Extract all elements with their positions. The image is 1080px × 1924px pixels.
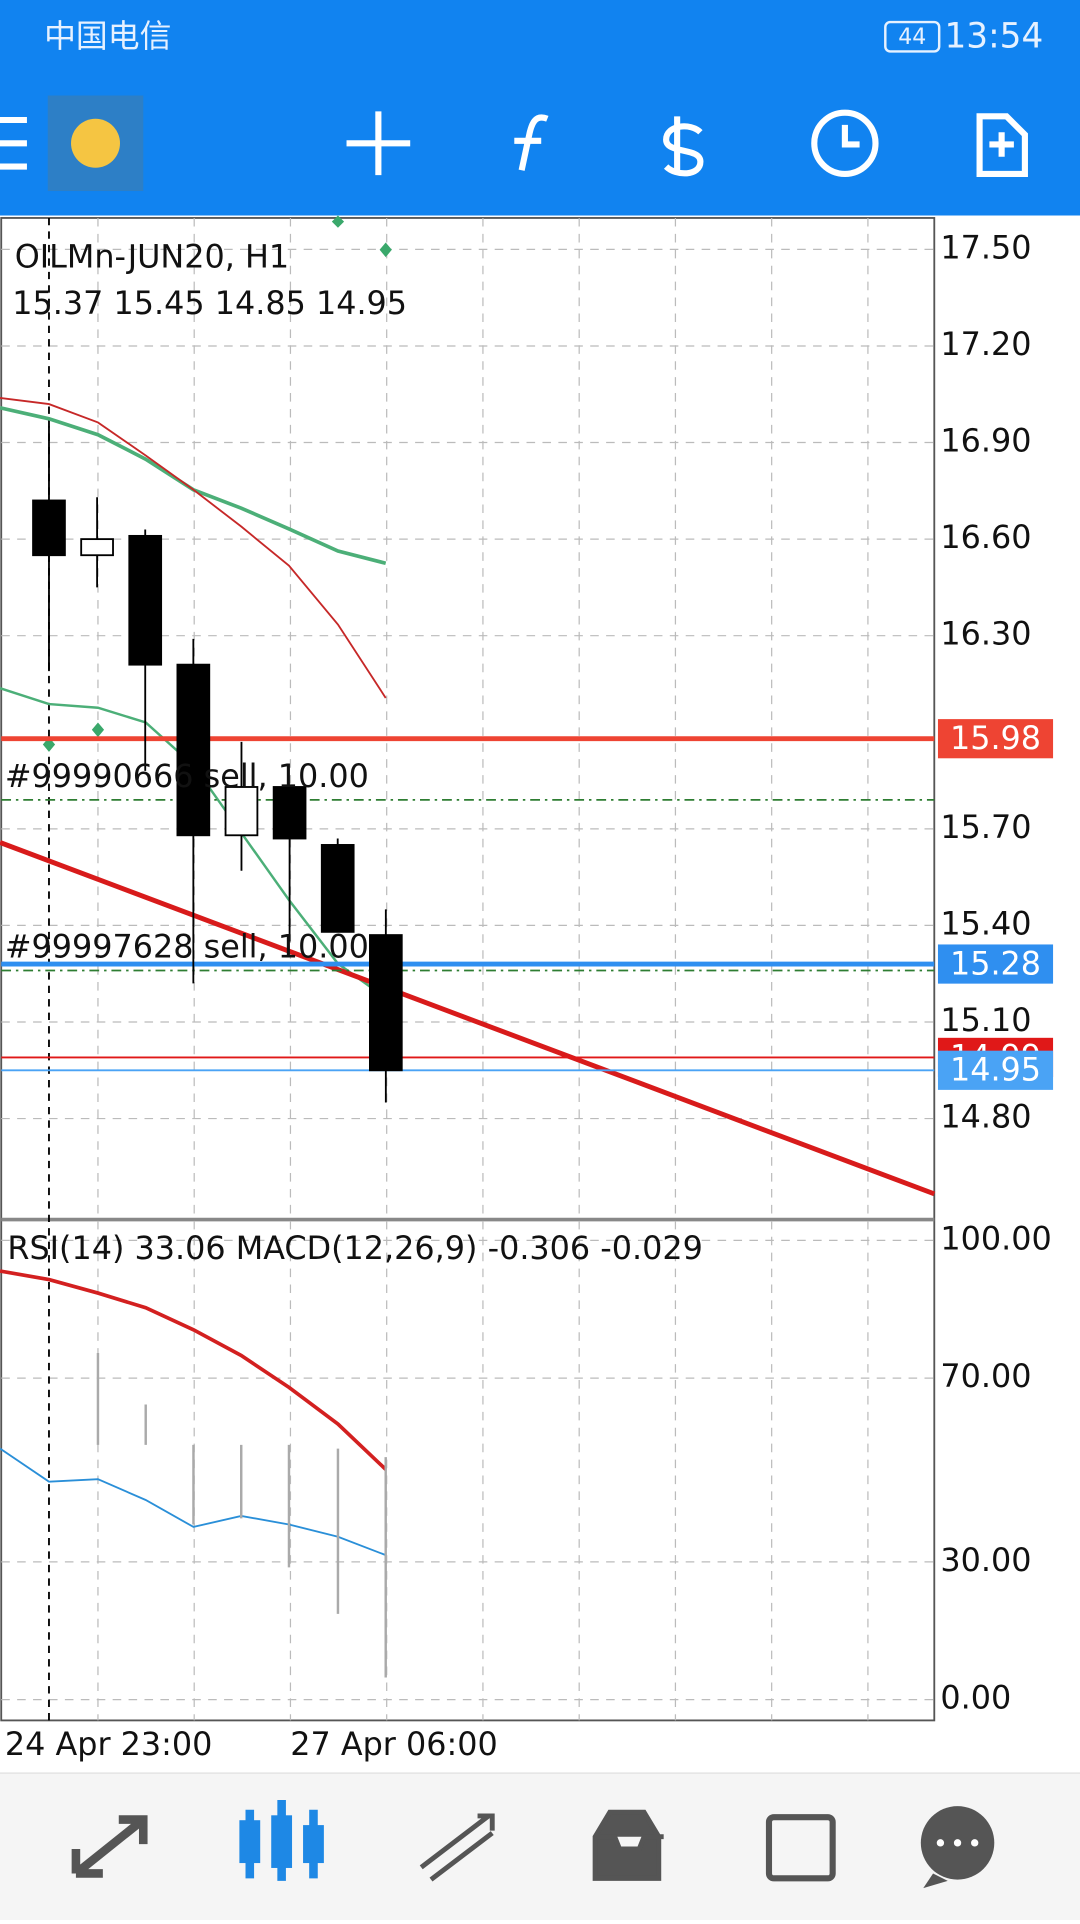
price-tag: [937, 719, 1054, 759]
order-label: #99990666 sell, 10.00: [5, 757, 369, 795]
price-tag: [937, 1050, 1054, 1090]
trade-tab[interactable]: [419, 1813, 495, 1882]
candle-body: [224, 786, 259, 837]
chart-tab[interactable]: [239, 1800, 324, 1881]
history-tab[interactable]: [592, 1809, 664, 1881]
logo-mark: [71, 118, 120, 168]
y-tick-label: 70.00: [940, 1357, 1031, 1395]
y-tick-label: 17.20: [940, 325, 1031, 363]
crosshair-button[interactable]: [346, 111, 411, 176]
clock: 13:54: [945, 16, 1044, 56]
y-tick-label: 16.30: [940, 615, 1031, 653]
bottom-nav: [0, 1773, 1080, 1920]
battery-level: 44: [898, 25, 926, 50]
quotes-tab[interactable]: [71, 1815, 148, 1878]
order-label: #99997628 sell, 10.00: [5, 927, 369, 965]
candle-body: [320, 844, 355, 933]
y-tick-label: 100.00: [940, 1219, 1051, 1257]
y-tick-label: 15.70: [940, 808, 1031, 846]
chart-frame: [0, 217, 936, 1722]
chat-dot: [936, 1839, 945, 1847]
trade-button[interactable]: [663, 116, 704, 177]
y-tick-label: 30.00: [940, 1541, 1031, 1579]
chat-tail: [923, 1873, 948, 1889]
rsi-line: [0, 1447, 387, 1556]
y-tick-label: 0.00: [940, 1679, 1011, 1717]
ohlc-label: 15.37 15.45 14.85 14.95: [12, 284, 407, 322]
price-tag-label: 15.28: [950, 944, 1041, 982]
y-tick-label: 15.10: [940, 1001, 1031, 1039]
price-tag-label: 15.98: [950, 719, 1041, 757]
clock-hands: [841, 124, 860, 148]
macd-line: [0, 1269, 387, 1471]
indicator-overlays: [0, 215, 936, 1678]
new-order-button[interactable]: [976, 113, 1028, 177]
moving-average: [0, 397, 387, 699]
candle-body: [32, 499, 66, 557]
trend-line: [0, 840, 936, 1197]
y-tick-label: 15.40: [940, 904, 1031, 942]
y-tick-label: 16.60: [940, 518, 1031, 556]
price-tag: [937, 944, 1054, 984]
y-tick-label: 14.80: [940, 1098, 1031, 1136]
app-header: [0, 0, 1080, 216]
candle-body: [176, 663, 211, 837]
time-label: 27 Apr 06:00: [290, 1725, 498, 1763]
candle-body: [272, 786, 307, 840]
chat-dot: [971, 1839, 979, 1847]
price-tag-label: 14.95: [950, 1051, 1041, 1089]
candle-body: [128, 534, 163, 666]
carrier: 中国电信: [44, 17, 171, 55]
battery-icon: [884, 20, 941, 53]
indicators-button[interactable]: [514, 114, 549, 171]
news-tab[interactable]: [765, 1814, 836, 1882]
toolbar: [0, 95, 1028, 192]
indicator-label: RSI(14) 33.06 MACD(12,26,9) -0.306 -0.02…: [7, 1229, 703, 1267]
period-button[interactable]: [811, 109, 879, 177]
time-label: 24 Apr 23:00: [5, 1725, 213, 1763]
y-tick-label: 17.50: [940, 228, 1031, 266]
candle-body: [80, 538, 114, 557]
nav-icons: [71, 1800, 995, 1889]
menu-button[interactable]: [0, 116, 27, 170]
y-tick-label: 16.90: [940, 422, 1031, 460]
grid: [1, 217, 935, 1721]
symbol-label: OILMn-JUN20, H1: [15, 237, 289, 275]
chat-dot: [953, 1839, 962, 1847]
plot: [1, 426, 935, 1103]
candle-body: [369, 934, 403, 1072]
macd-histogram: [96, 1353, 387, 1678]
